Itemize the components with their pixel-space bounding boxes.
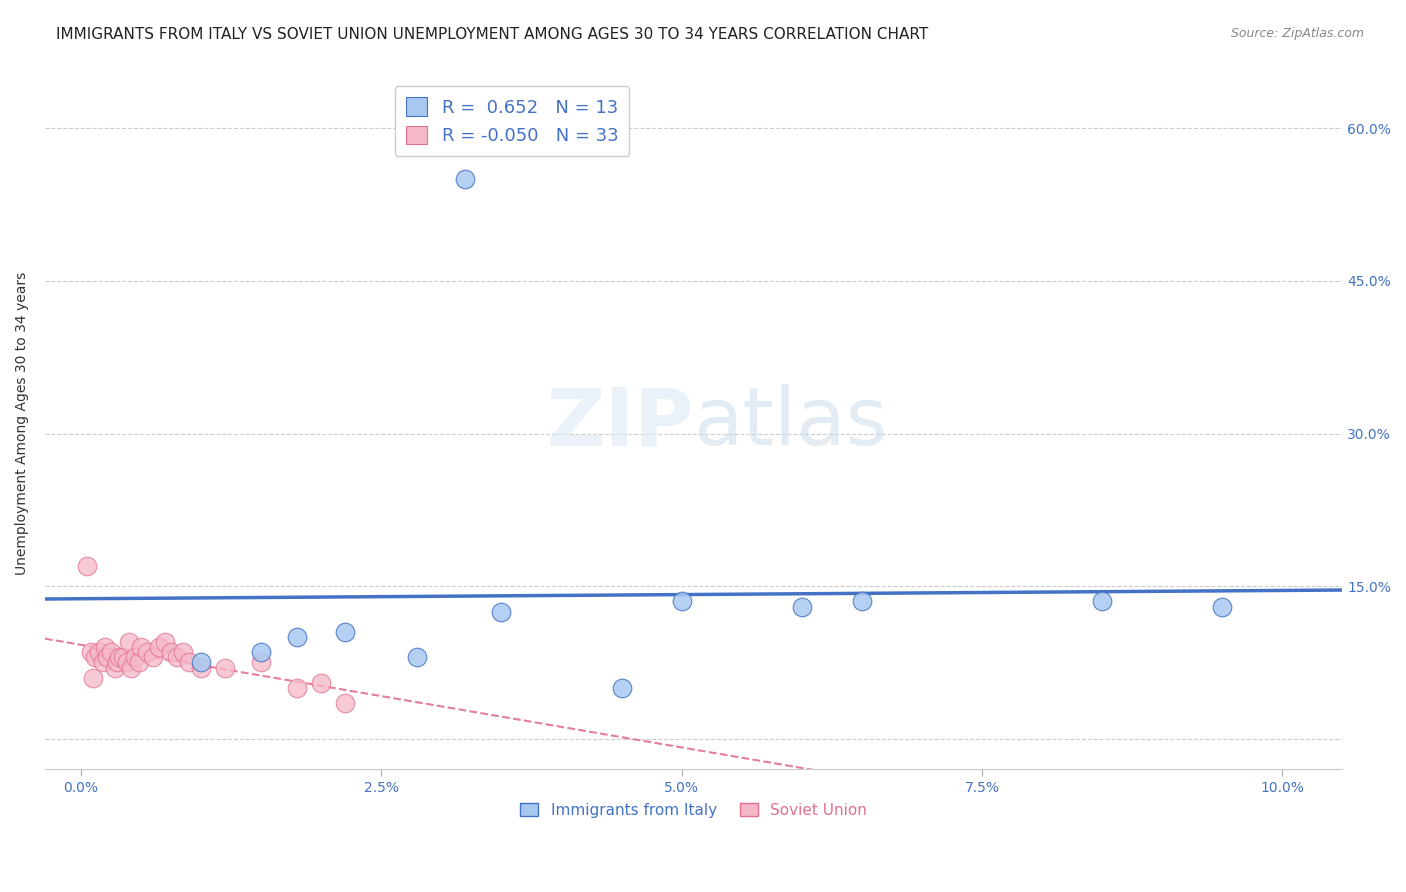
Point [87,645,110,659]
Point [94,640,117,655]
Point [309,675,332,690]
Point [100,645,122,659]
Point [250,645,273,659]
Point [1211,599,1233,614]
Point [142,650,165,665]
Point [172,645,194,659]
Point [128,656,150,670]
Point [91,656,114,670]
Point [76,558,98,573]
Point [406,650,429,665]
Text: Source: ZipAtlas.com: Source: ZipAtlas.com [1230,27,1364,40]
Point [108,650,131,665]
Legend: Immigrants from Italy, Soviet Union: Immigrants from Italy, Soviet Union [515,797,873,824]
Text: IMMIGRANTS FROM ITALY VS SOVIET UNION UNEMPLOYMENT AMONG AGES 30 TO 34 YEARS COR: IMMIGRANTS FROM ITALY VS SOVIET UNION UN… [56,27,928,42]
Point [491,605,513,619]
Point [112,650,135,665]
Point [179,656,201,670]
Point [285,630,308,644]
Point [1091,594,1114,608]
Point [105,656,128,670]
Text: atlas: atlas [693,384,889,462]
Point [148,640,170,655]
Point [190,656,212,670]
Point [285,681,308,695]
Point [136,645,159,659]
Text: ZIP: ZIP [547,384,693,462]
Point [790,599,813,614]
Point [335,696,357,710]
Point [190,660,212,674]
Point [671,594,693,608]
Point [118,635,141,649]
Point [115,656,138,670]
Point [610,681,633,695]
Point [124,650,146,665]
Point [84,650,107,665]
Point [454,172,477,186]
Point [160,645,183,659]
Point [104,660,127,674]
Point [82,671,104,685]
Point [120,660,142,674]
Point [250,656,273,670]
Point [153,635,176,649]
Point [335,624,357,639]
Point [129,640,152,655]
Point [214,660,236,674]
Point [166,650,188,665]
Point [79,645,101,659]
Point [96,650,118,665]
Point [851,594,873,608]
Y-axis label: Unemployment Among Ages 30 to 34 years: Unemployment Among Ages 30 to 34 years [15,272,30,575]
